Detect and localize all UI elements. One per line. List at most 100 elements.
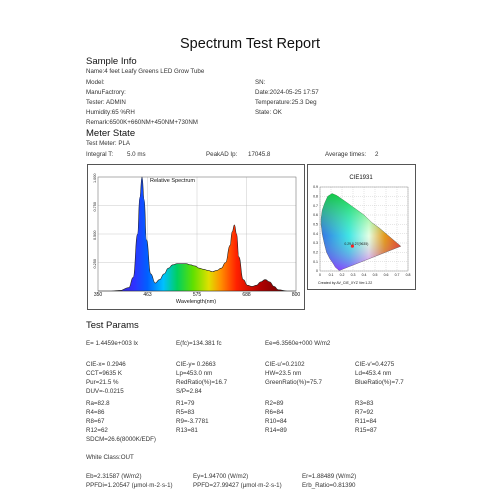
color-rendering-cell: R9=-3.7781 xyxy=(176,418,209,425)
meter-state-heading: Meter State xyxy=(86,128,136,139)
cie-x-tick: 0.4 xyxy=(362,273,367,277)
spectrum-plot: Relative Spectrum Wavelength(nm) 350 463 5… xyxy=(93,173,301,305)
cie-y-tick: 0.6 xyxy=(313,213,318,217)
cie-measured-point xyxy=(350,244,355,248)
color-rendering-cell: R1=79 xyxy=(176,400,195,407)
param-cell: CIE-x= 0.2946 xyxy=(86,361,126,368)
spectrum-area xyxy=(98,176,296,292)
param-sdcm: SDCM=26.6(8000K/EDF) xyxy=(86,436,156,443)
param-ppfd: PPFD=27.99427 (μmol·m-2·s-1) xyxy=(193,482,282,489)
spectrum-y-tick: 1.000 xyxy=(93,173,97,183)
cie-title: CIE1931 xyxy=(349,175,373,181)
spectrum-x-tick: 463 xyxy=(143,292,152,298)
color-rendering-cell: R8=67 xyxy=(86,418,105,425)
cie-y-tick: 0.9 xyxy=(313,185,318,189)
sample-model: Model: xyxy=(86,79,105,86)
param-er: Er=1.88489 (W/m2) xyxy=(302,473,357,480)
meter-integral-value: 5.0 ms xyxy=(127,151,146,158)
param-cell: CIE-v'=0.4275 xyxy=(355,361,395,368)
param-cell: Lp=453.0 nm xyxy=(176,370,213,377)
sample-name: Name:4 feet Leafy Greens LED Grow Tube xyxy=(86,68,205,75)
param-ey: Ey=1.94700 (W/m2) xyxy=(193,473,249,480)
spectrum-x-label: Wavelength(nm) xyxy=(176,299,216,305)
meter-peak-label: PeakAD Ip: xyxy=(206,151,238,158)
sample-manufactory: ManuFactrory: xyxy=(86,89,126,96)
color-rendering-cell: R3=83 xyxy=(355,400,374,407)
param-cell: BlueRatio(%)=7.7 xyxy=(355,379,404,386)
spectrum-x-tick: 688 xyxy=(242,292,251,298)
cie-y-tick: 0.4 xyxy=(313,232,318,236)
param-cell: DUV=-0.0215 xyxy=(86,388,124,395)
sample-sn: SN: xyxy=(255,79,266,86)
cie-y-tick: 0.5 xyxy=(313,223,318,227)
report-title: Spectrum Test Report xyxy=(180,36,320,52)
cie-plot: CIE1931 0.29,0.27(9635) 0 0.1 0.2 0.3 0.4 0.5… xyxy=(313,175,411,285)
sample-tester: Tester: ADMIN xyxy=(86,99,126,106)
cie-locus-overlay xyxy=(321,193,401,271)
spectrum-y-tick: 0.500 xyxy=(93,230,97,240)
cie-y-tick: 0.2 xyxy=(313,251,318,255)
param-cell: GreenRatio(%)=75.7 xyxy=(265,379,322,386)
cie-y-tick: 0.8 xyxy=(313,195,318,199)
sample-humidity: Humidity:65 %RH xyxy=(86,109,135,116)
meter-test-meter: Test Meter: PLA xyxy=(86,140,131,147)
cie-x-tick: 0 xyxy=(319,273,321,277)
color-rendering-cell: R12=62 xyxy=(86,427,108,434)
cie-x-tick: 0.3 xyxy=(351,273,356,277)
cie-x-tick: 0.2 xyxy=(340,273,345,277)
sample-remark: Remark:6500K+660NM+450NM+730NM xyxy=(86,119,198,126)
cie-x-tick: 0.1 xyxy=(329,273,334,277)
meter-integral-label: Integral T: xyxy=(86,151,114,158)
param-cell: S/P=2.84 xyxy=(176,388,202,395)
color-rendering-cell: R5=83 xyxy=(176,409,195,416)
test-params-heading: Test Params xyxy=(86,320,139,331)
param-efc: E(fc)=134.381 fc xyxy=(176,340,222,347)
param-erb: Erb_Ratio=0.81390 xyxy=(302,482,356,489)
spectrum-y-tick: 0.250 xyxy=(93,259,97,269)
color-rendering-cell: R4=86 xyxy=(86,409,105,416)
sample-temperature: Temperature:25.3 Deg xyxy=(255,99,317,106)
cie-y-tick: 0.1 xyxy=(313,260,318,264)
param-eb: Eb=2.31587 (W/m2) xyxy=(86,473,142,480)
cie-caption: Created by AV_CIE_XYZ Ver:1.22 xyxy=(318,281,372,285)
param-e: E= 1.4459e+003 lx xyxy=(86,340,138,347)
spectrum-x-tick: 800 xyxy=(292,292,301,298)
param-cell: CIE-y= 0.2663 xyxy=(176,361,216,368)
cie-x-tick: 0.6 xyxy=(384,273,389,277)
param-cell: Ld=453.4 nm xyxy=(355,370,392,377)
spectrum-x-tick: 350 xyxy=(94,292,103,298)
param-ppfdi: PPFDi=1.20547 (μmol·m-2·s-1) xyxy=(86,482,173,489)
color-rendering-cell: R14=89 xyxy=(265,427,287,434)
param-cell: HW=23.5 nm xyxy=(265,370,302,377)
param-cell: Pur=21.5 % xyxy=(86,379,119,386)
cie-y-tick: 0.7 xyxy=(313,204,318,208)
meter-avg-value: 2 xyxy=(375,151,379,158)
color-rendering-cell: R6=84 xyxy=(265,409,284,416)
relative-spectrum-chart: Relative Spectrum Wavelength(nm) 350 463 5… xyxy=(87,164,305,310)
cie-y-tick: 0.3 xyxy=(313,241,318,245)
color-rendering-cell: R7=92 xyxy=(355,409,374,416)
sample-state: State: OK xyxy=(255,109,282,116)
spectrum-title: Relative Spectrum xyxy=(150,178,195,184)
color-rendering-cell: R13=81 xyxy=(176,427,198,434)
cie-axis-frame xyxy=(319,186,409,272)
cie-x-tick: 0.8 xyxy=(406,273,411,277)
color-rendering-cell: R11=84 xyxy=(355,418,377,425)
cie-y-tick: 0 xyxy=(316,269,318,273)
cie1931-chart: CIE1931 0.29,0.27(9635) 0 0.1 0.2 0.3 0.4 0.5… xyxy=(307,164,416,290)
param-cell: RedRatio(%)=16.7 xyxy=(176,379,228,386)
color-rendering-cell: Ra=82.8 xyxy=(86,400,110,407)
sample-info-heading: Sample Info xyxy=(86,56,137,67)
cie-x-tick: 0.5 xyxy=(373,273,378,277)
sample-date: Date:2024-05-25 17:57 xyxy=(255,89,319,96)
spectrum-x-tick: 575 xyxy=(193,292,202,298)
color-rendering-cell: R15=87 xyxy=(355,427,377,434)
param-cell: CIE-u'=0.2102 xyxy=(265,361,305,368)
cie-point-label: 0.29,0.27(9635) xyxy=(344,242,368,246)
param-white-class: White Class:OUT xyxy=(86,454,134,461)
param-ee: Ee=6.3560e+000 W/m2 xyxy=(265,340,331,347)
color-rendering-cell: R10=84 xyxy=(265,418,287,425)
meter-peak-value: 17045.8 xyxy=(248,151,271,158)
spectrum-y-tick: 0.750 xyxy=(93,202,97,212)
param-cell: CCT=9635 K xyxy=(86,370,122,377)
